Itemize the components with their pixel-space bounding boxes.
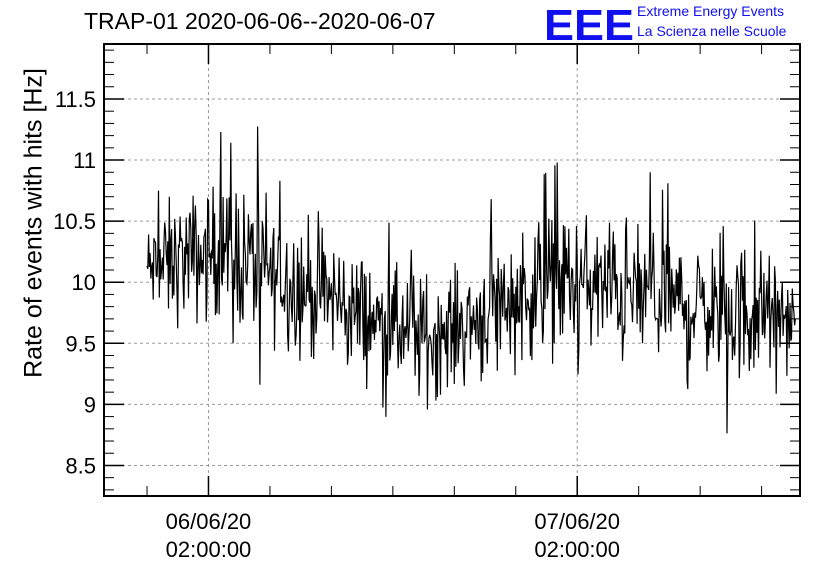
series-rate [146, 126, 796, 434]
axis-ticks: 8.5 9 9.5 10 10.5 11 11.5 [53, 44, 800, 496]
x-tick-label: 06/06/20 02:00:00 [166, 508, 252, 564]
y-tick-label: 11 [73, 148, 96, 173]
series-line [146, 126, 796, 434]
logo-mark: EEE [544, 2, 634, 44]
x-tick-label-date: 07/06/20 [534, 509, 621, 534]
logo-line-1: Extreme Energy Events [637, 3, 785, 19]
logo-line-2: La Scienza nelle Scuole [637, 23, 787, 39]
chart-title: TRAP-01 2020-06-06--2020-06-07 [84, 8, 436, 34]
x-tick-label-time: 02:00:00 [534, 537, 621, 562]
y-tick-label: 10 [72, 270, 96, 295]
y-tick-label: 8.5 [65, 453, 96, 478]
x-tick-label-time: 02:00:00 [165, 537, 252, 562]
x-tick-label-date: 06/06/20 [165, 509, 252, 534]
y-tick-label: 11.5 [55, 87, 96, 112]
grid-layer [104, 44, 800, 496]
y-tick-label: 9 [84, 392, 96, 417]
x-tick-label: 07/06/20 02:00:00 [534, 508, 620, 564]
y-tick-label: 10.5 [53, 209, 96, 234]
eee-logo: EEE [544, 2, 634, 44]
y-tick-label: 9.5 [65, 331, 96, 356]
